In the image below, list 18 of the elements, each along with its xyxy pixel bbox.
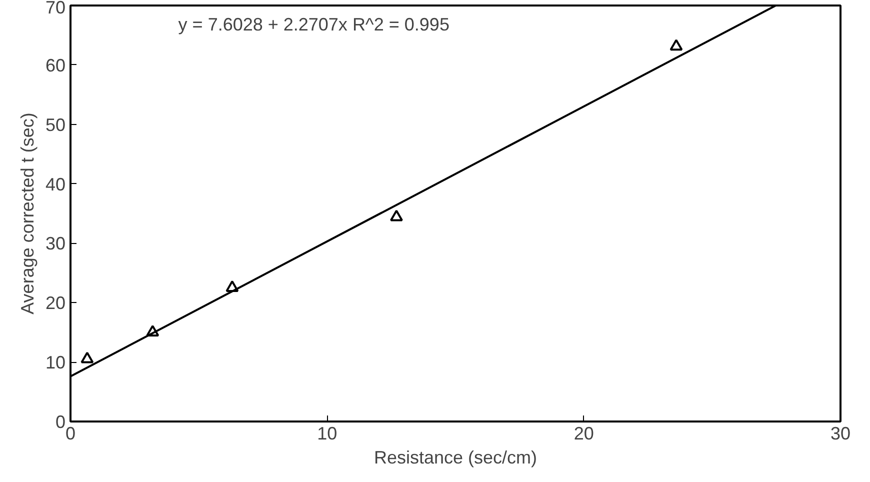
y-tick-label: 40 — [45, 174, 66, 194]
annotation: y = 7.6028 + 2.2707x R^2 = 0.995 — [178, 14, 450, 34]
y-tick-label: 50 — [45, 114, 66, 135]
x-axis-title: Resistance (sec/cm) — [374, 448, 538, 468]
x-tick-label: 30 — [830, 424, 851, 444]
point — [670, 39, 683, 51]
x-tick-label: 20 — [574, 424, 594, 444]
y-tick-label: 70 — [45, 0, 66, 18]
y-tick-label: 20 — [45, 293, 66, 314]
y-tick-label: 10 — [45, 352, 66, 373]
y-tick-label: 60 — [45, 55, 66, 76]
y-tick-label: 30 — [45, 234, 66, 254]
point — [226, 280, 239, 292]
point — [390, 210, 403, 222]
x-tick-label: 10 — [317, 424, 338, 444]
y-axis-title: Average corrected t (sec) — [17, 112, 38, 314]
point — [80, 352, 94, 364]
point — [146, 325, 160, 337]
